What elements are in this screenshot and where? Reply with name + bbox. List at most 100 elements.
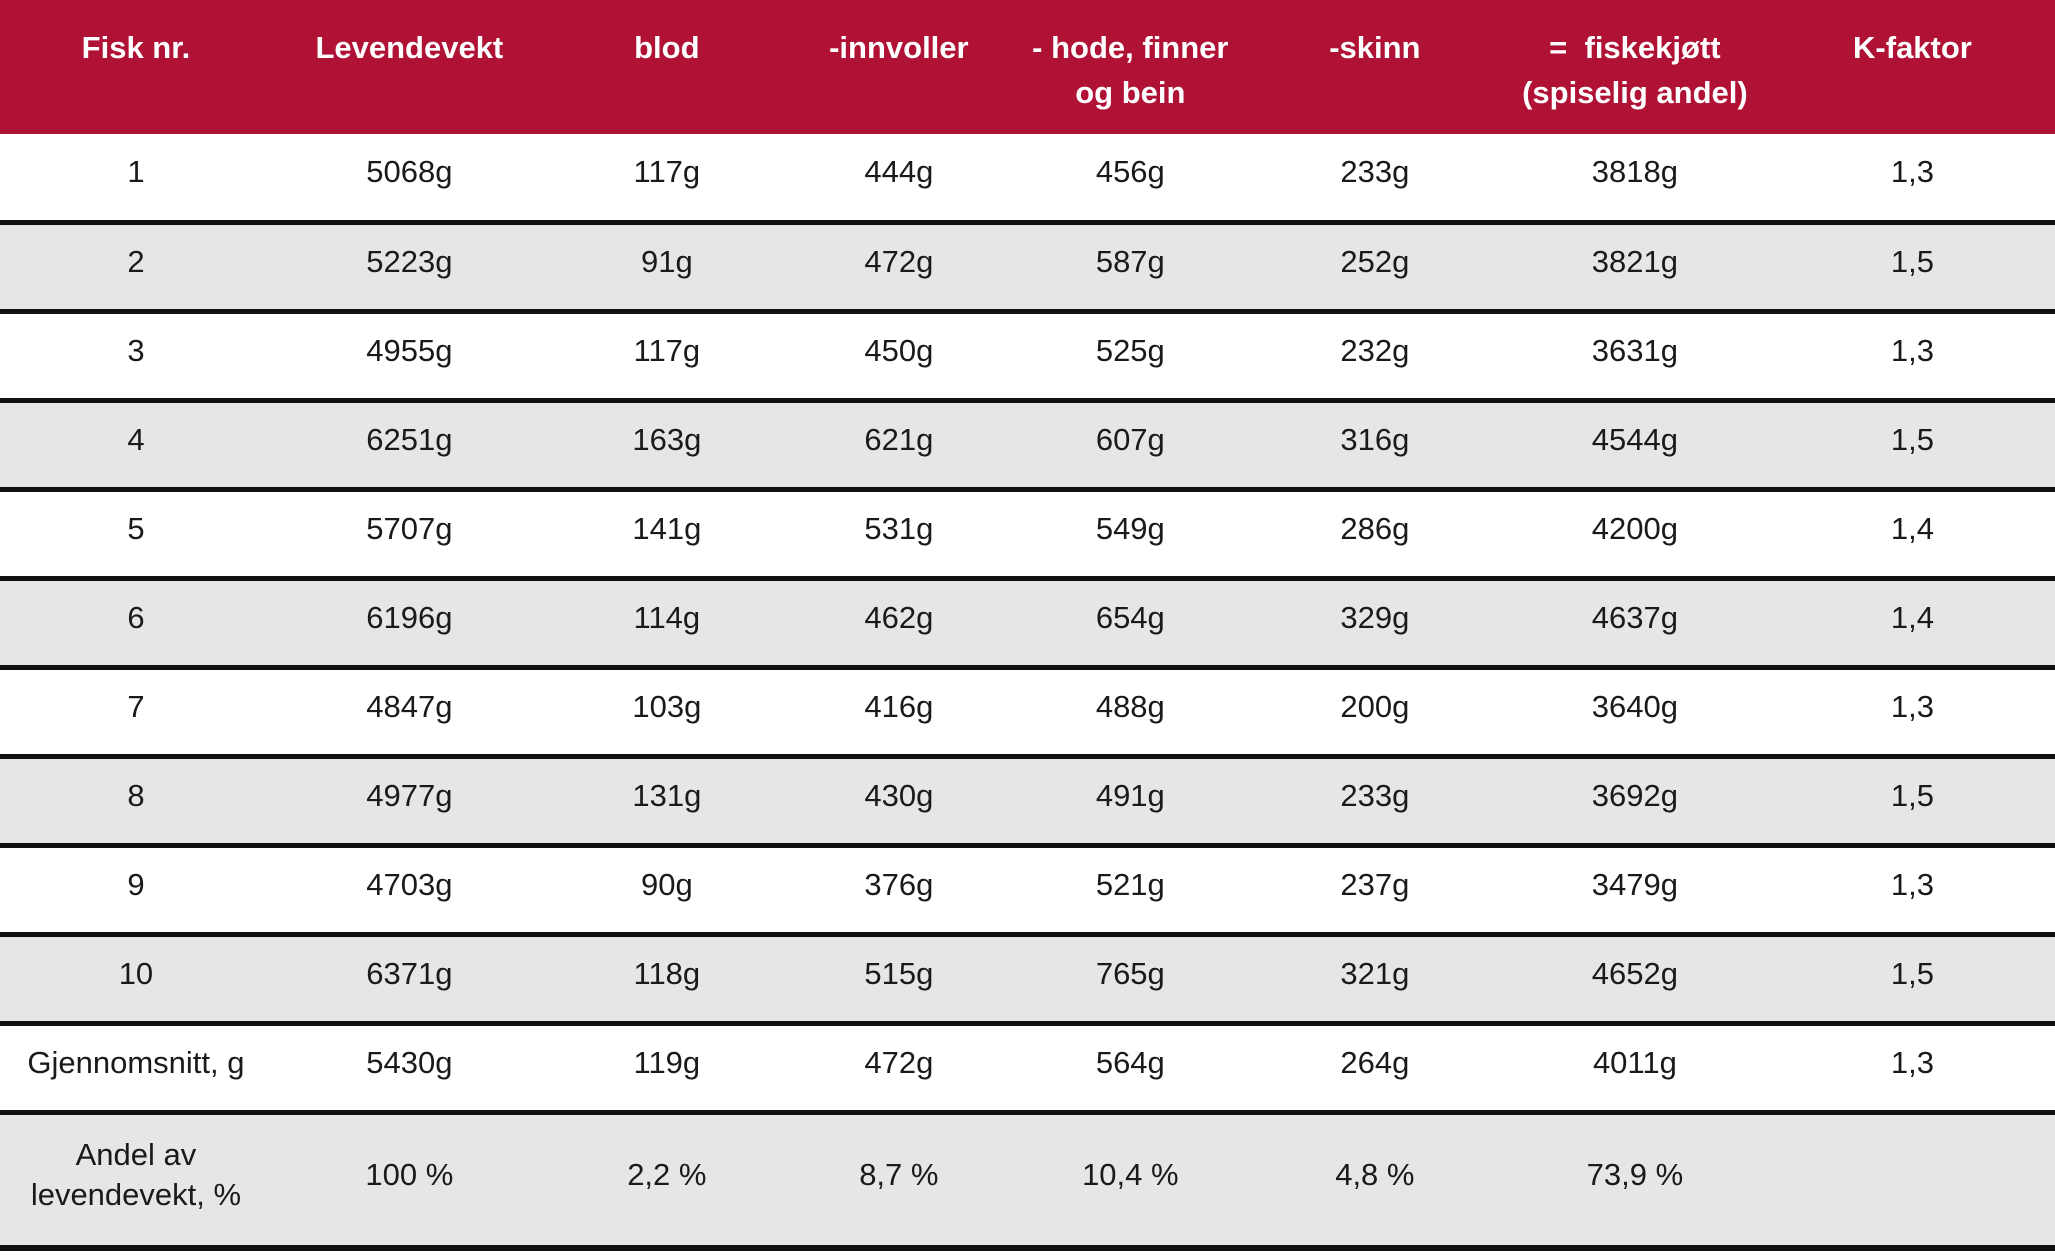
table-cell: 450g (786, 309, 1011, 401)
table-cell: 1,3 (1769, 843, 2055, 935)
table-cell: 103g (546, 665, 787, 757)
table-cell: 100 % (271, 1110, 547, 1251)
table-cell: 117g (546, 309, 787, 401)
table-cell: 252g (1249, 220, 1500, 312)
table-row: 3 4955g 117g 450g 525g 232g 3631g 1,3 (0, 309, 2055, 401)
table-cell: 587g (1010, 220, 1250, 312)
table-cell: 114g (546, 576, 787, 668)
table-cell: 321g (1249, 932, 1500, 1024)
table-cell: 233g (1249, 133, 1500, 223)
table-cell: 8 (0, 754, 272, 846)
table-cell: 8,7 % (786, 1110, 1011, 1251)
header-cell-fiskekjott: = fiskekjøtt (spiselig andel) (1499, 0, 1770, 134)
table-row: Gjennomsnitt, g 5430g 119g 472g 564g 264g 4011… (0, 1021, 2055, 1113)
header-cell-blod: blod (546, 0, 787, 134)
table-cell: 1,5 (1769, 932, 2055, 1024)
table-cell (1769, 1110, 2055, 1251)
table-cell: 564g (1010, 1021, 1250, 1113)
table-cell: 472g (786, 220, 1011, 312)
table-cell: 1,3 (1769, 133, 2055, 223)
table-cell: 3818g (1499, 133, 1770, 223)
table-cell: 4,8 % (1249, 1110, 1500, 1251)
table-cell: 472g (786, 1021, 1011, 1113)
table-cell: 117g (546, 133, 787, 223)
table-cell: 1,3 (1769, 309, 2055, 401)
table-cell: 264g (1249, 1021, 1500, 1113)
table-cell: 444g (786, 133, 1011, 223)
table-row: 5 5707g 141g 531g 549g 286g 4200g 1,4 (0, 487, 2055, 579)
header-row: Fisk nr. Levendevekt blod -innvoller - h… (0, 0, 2055, 134)
table-cell: 4637g (1499, 576, 1770, 668)
table-cell: 5 (0, 487, 272, 579)
table-cell: 4200g (1499, 487, 1770, 579)
table-cell: 4847g (271, 665, 547, 757)
table-cell: 90g (546, 843, 787, 935)
table-cell: 1 (0, 133, 272, 223)
table-row: 10 6371g 118g 515g 765g 321g 4652g 1,5 (0, 932, 2055, 1024)
table-cell: 549g (1010, 487, 1250, 579)
table-cell: 2 (0, 220, 272, 312)
table-cell: 3640g (1499, 665, 1770, 757)
table-cell: 1,5 (1769, 220, 2055, 312)
table-cell: 118g (546, 932, 787, 1024)
table-row: 2 5223g 91g 472g 587g 252g 3821g 1,5 (0, 220, 2055, 312)
table-cell: 6196g (271, 576, 547, 668)
table-cell: 488g (1010, 665, 1250, 757)
table-cell: 1,5 (1769, 754, 2055, 846)
table-cell: 3631g (1499, 309, 1770, 401)
table-row: 1 5068g 117g 444g 456g 233g 3818g 1,3 (0, 133, 2055, 223)
table-cell: 200g (1249, 665, 1500, 757)
table-cell: 233g (1249, 754, 1500, 846)
table-cell: 1,4 (1769, 576, 2055, 668)
table-cell: 2,2 % (546, 1110, 787, 1251)
table-cell: 5068g (271, 133, 547, 223)
table-cell: 5707g (271, 487, 547, 579)
table-cell: 5223g (271, 220, 547, 312)
table-cell: 515g (786, 932, 1011, 1024)
table-cell: 329g (1249, 576, 1500, 668)
table-cell: 4544g (1499, 398, 1770, 490)
table-cell: 416g (786, 665, 1011, 757)
table-cell: 237g (1249, 843, 1500, 935)
table-cell: 7 (0, 665, 272, 757)
table-cell: 141g (546, 487, 787, 579)
table-cell: 4703g (271, 843, 547, 935)
table-cell: 3692g (1499, 754, 1770, 846)
table-cell: 4 (0, 398, 272, 490)
table-cell: 4977g (271, 754, 547, 846)
table-cell: 491g (1010, 754, 1250, 846)
table-cell: 286g (1249, 487, 1500, 579)
table-cell: 521g (1010, 843, 1250, 935)
table-cell: 376g (786, 843, 1011, 935)
table-body: 1 5068g 117g 444g 456g 233g 3818g 1,3 2 5223g 91g 4… (0, 133, 2055, 1251)
table-cell: 3821g (1499, 220, 1770, 312)
table-cell: 232g (1249, 309, 1500, 401)
table-cell: 3 (0, 309, 272, 401)
table-cell: 654g (1010, 576, 1250, 668)
table-cell: 531g (786, 487, 1011, 579)
table-cell: 525g (1010, 309, 1250, 401)
table-cell: 1,3 (1769, 1021, 2055, 1113)
table-row: Andel av levendevekt, % 100 % 2,2 % 8,7 % 10… (0, 1110, 2055, 1251)
table-cell: 430g (786, 754, 1011, 846)
header-cell-hode-finner-bein: - hode, finner og bein (1010, 0, 1250, 134)
table-cell: 6251g (271, 398, 547, 490)
table-cell: 316g (1249, 398, 1500, 490)
table-cell: 4652g (1499, 932, 1770, 1024)
table-row: 6 6196g 114g 462g 654g 329g 4637g 1,4 (0, 576, 2055, 668)
table-cell: 765g (1010, 932, 1250, 1024)
table-cell: 1,4 (1769, 487, 2055, 579)
table-cell: 4011g (1499, 1021, 1770, 1113)
header-cell-k-faktor: K-faktor (1769, 0, 2055, 134)
table-cell: 462g (786, 576, 1011, 668)
table-cell: 119g (546, 1021, 787, 1113)
table-cell: Gjennomsnitt, g (0, 1021, 272, 1113)
table-cell: 10,4 % (1010, 1110, 1250, 1251)
header-cell-skinn: -skinn (1249, 0, 1500, 134)
table-row: 8 4977g 131g 430g 491g 233g 3692g 1,5 (0, 754, 2055, 846)
table-cell: 456g (1010, 133, 1250, 223)
table-row: 9 4703g 90g 376g 521g 237g 3479g 1,3 (0, 843, 2055, 935)
table-cell: 4955g (271, 309, 547, 401)
table-cell: 131g (546, 754, 787, 846)
